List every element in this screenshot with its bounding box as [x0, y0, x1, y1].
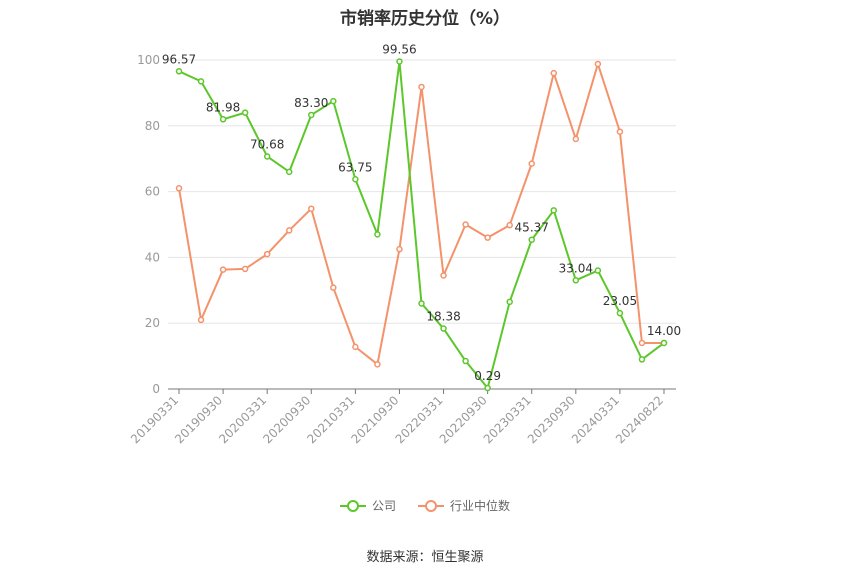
y-tick-label: 100 [137, 53, 160, 67]
point-industry [528, 160, 535, 167]
legend-item-company[interactable]: 公司 [339, 497, 396, 514]
point-company [219, 116, 227, 123]
data-label-company: 0.29 [474, 369, 501, 383]
y-tick-label: 0 [152, 382, 160, 396]
point-company [506, 298, 513, 306]
point-industry [440, 272, 447, 279]
point-company [374, 231, 381, 238]
legend-swatch-company [339, 499, 366, 512]
point-company [550, 207, 558, 214]
y-tick-label: 20 [145, 316, 160, 330]
legend-label-industry: 行业中位数 [450, 499, 511, 513]
point-industry [308, 205, 315, 212]
point-industry [396, 245, 403, 253]
data-label-company: 70.68 [250, 137, 284, 151]
point-company [528, 236, 535, 243]
point-company [616, 309, 624, 317]
data-label-company: 81.98 [206, 100, 240, 114]
point-company [572, 277, 580, 284]
x-tick-label: 20240822 [613, 393, 666, 446]
data-label-company: 83.30 [294, 96, 328, 110]
point-company [418, 300, 425, 307]
data-label-company: 33.04 [559, 261, 593, 275]
point-company [330, 97, 337, 105]
point-industry [506, 221, 513, 229]
point-company [484, 384, 491, 392]
series-line-company [178, 60, 665, 390]
point-company [352, 176, 359, 183]
data-label-company: 99.56 [382, 42, 416, 56]
data-source-note: 数据来源：恒生聚源 [366, 550, 484, 565]
point-industry [462, 221, 469, 228]
point-company [462, 357, 469, 365]
point-industry [638, 339, 646, 347]
point-industry [418, 83, 425, 91]
legend-label-company: 公司 [371, 499, 396, 513]
data-label-company: 63.75 [338, 160, 372, 174]
data-label-company: 18.38 [426, 310, 460, 324]
chart-title: 市销率历史分位（%） [339, 9, 511, 29]
point-industry [285, 227, 293, 234]
data-label-company: 96.57 [162, 52, 196, 66]
point-company [197, 78, 205, 85]
data-label-company: 45.37 [515, 221, 549, 235]
point-industry [330, 284, 337, 291]
series-layer [175, 58, 668, 392]
point-industry [550, 69, 558, 77]
point-industry [197, 316, 205, 324]
y-tick-label: 40 [145, 250, 160, 264]
grid-layer [168, 59, 676, 324]
legend: 公司 行业中位数 [0, 497, 850, 514]
point-company [396, 58, 403, 65]
point-industry [374, 361, 381, 368]
point-industry [263, 250, 271, 258]
point-company [241, 109, 249, 116]
data-label-company: 14.00 [647, 324, 681, 338]
point-company [308, 111, 315, 119]
point-company [285, 168, 293, 176]
point-industry [594, 60, 602, 68]
point-company [638, 356, 646, 363]
point-industry [572, 135, 580, 143]
point-company [175, 68, 183, 75]
point-company [440, 325, 447, 332]
legend-item-industry[interactable]: 行业中位数 [418, 497, 510, 514]
point-industry [352, 343, 359, 351]
point-industry [241, 265, 249, 273]
y-tick-label: 80 [145, 119, 160, 133]
point-industry [175, 185, 183, 192]
point-company [660, 339, 668, 347]
point-industry [219, 266, 227, 273]
data-label-company: 23.05 [603, 294, 637, 308]
point-company [263, 153, 271, 160]
legend-swatch-industry [418, 499, 444, 512]
series-line-industry [178, 62, 664, 366]
label-layer: 96.57 81.98 70.68 83.30 63.75 99.56 18.38 0.29 4… [162, 42, 681, 383]
point-industry [616, 128, 624, 135]
y-tick-label: 60 [145, 185, 160, 199]
point-industry [484, 234, 491, 241]
point-company [594, 267, 602, 274]
